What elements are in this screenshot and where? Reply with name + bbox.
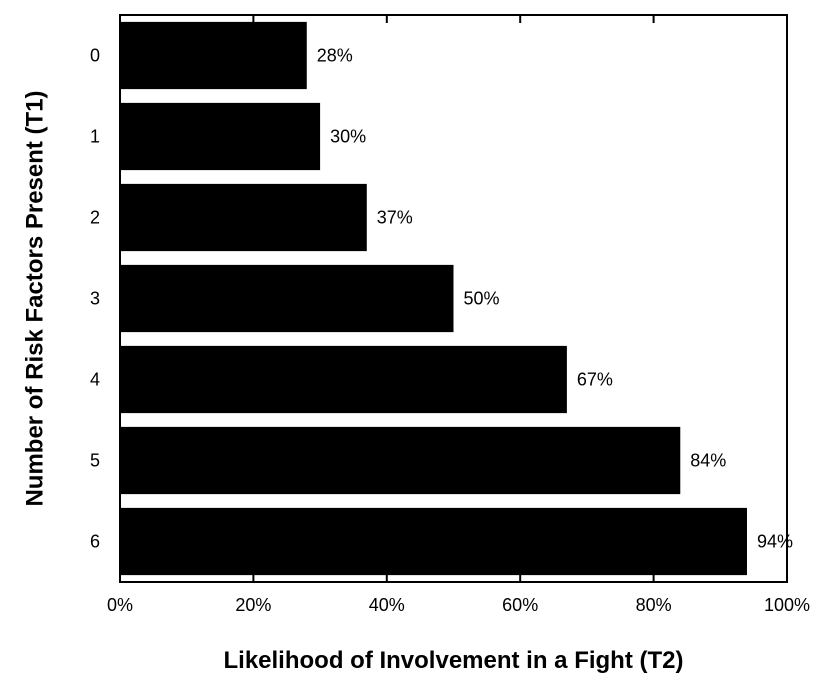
category-label-5: 5 xyxy=(90,451,100,471)
x-axis-title: Likelihood of Involvement in a Fight (T2… xyxy=(223,647,683,674)
category-label-2: 2 xyxy=(90,208,100,228)
y-axis-title: Number of Risk Factors Present (T1) xyxy=(21,90,48,506)
bar-label-3: 50% xyxy=(464,289,500,309)
bar-5 xyxy=(120,427,680,494)
bar-0 xyxy=(120,22,307,89)
x-tick-label-80: 80% xyxy=(636,595,672,615)
x-tick-label-60: 60% xyxy=(502,595,538,615)
bar-2 xyxy=(120,184,367,251)
bar-4 xyxy=(120,346,567,413)
category-label-0: 0 xyxy=(90,46,100,66)
bar-label-4: 67% xyxy=(577,370,613,390)
x-tick-label-100: 100% xyxy=(764,595,810,615)
bar-label-5: 84% xyxy=(690,451,726,471)
bar-6 xyxy=(120,508,747,575)
bar-3 xyxy=(120,265,454,332)
category-label-1: 1 xyxy=(90,127,100,147)
bar-1 xyxy=(120,103,320,170)
bar-label-6: 94% xyxy=(757,532,793,552)
category-label-3: 3 xyxy=(90,289,100,309)
bar-label-0: 28% xyxy=(317,46,353,66)
category-label-6: 6 xyxy=(90,532,100,552)
bar-label-2: 37% xyxy=(377,208,413,228)
x-tick-label-0: 0% xyxy=(107,595,133,615)
bars-layer xyxy=(120,22,747,575)
category-label-4: 4 xyxy=(90,370,100,390)
x-tick-label-40: 40% xyxy=(369,595,405,615)
x-tick-label-20: 20% xyxy=(235,595,271,615)
bar-label-1: 30% xyxy=(330,127,366,147)
